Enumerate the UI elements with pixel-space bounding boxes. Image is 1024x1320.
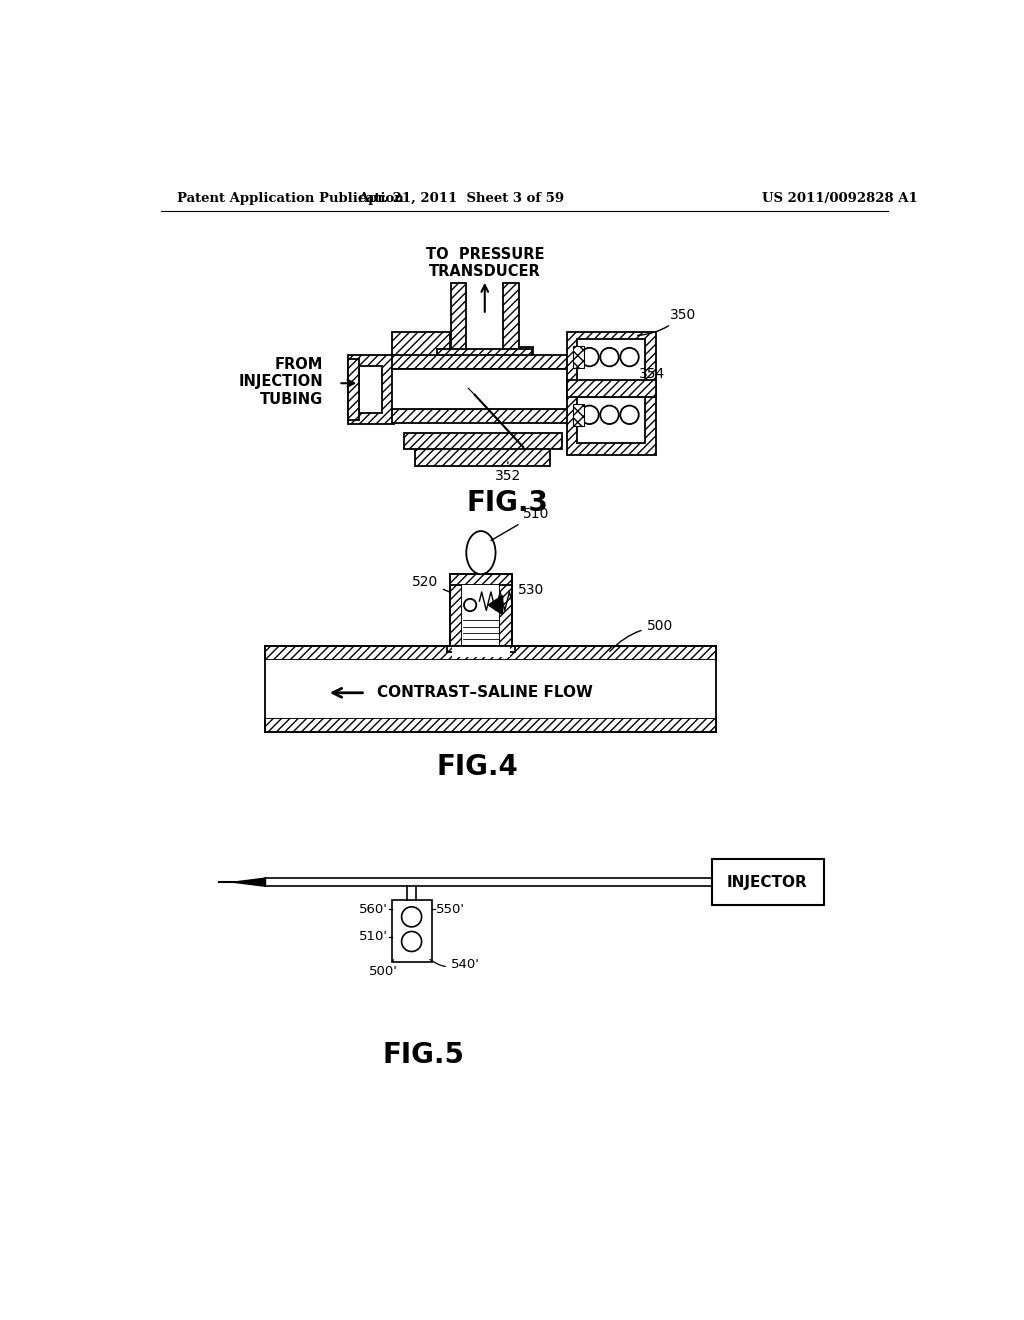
Text: US 2011/0092828 A1: US 2011/0092828 A1 [762, 191, 918, 205]
Circle shape [621, 348, 639, 367]
Bar [265, 718, 716, 733]
Bar [392, 409, 573, 422]
Bar [567, 331, 655, 455]
Bar [712, 859, 823, 906]
Text: TO  PRESSURE
TRANSDUCER: TO PRESSURE TRANSDUCER [426, 247, 544, 280]
Bar [265, 645, 716, 660]
Circle shape [600, 405, 618, 424]
Circle shape [581, 348, 599, 367]
Text: FIG.4: FIG.4 [436, 752, 518, 780]
Bar [463, 585, 500, 645]
Bar [452, 645, 510, 656]
Text: 500': 500' [369, 960, 397, 978]
Text: Apr. 21, 2011  Sheet 3 of 59: Apr. 21, 2011 Sheet 3 of 59 [358, 191, 564, 205]
Bar [403, 433, 562, 449]
Polygon shape [234, 878, 265, 886]
Text: 510: 510 [492, 507, 550, 540]
Bar [437, 350, 531, 368]
Bar [348, 359, 359, 420]
Bar [392, 368, 573, 409]
Bar [573, 404, 584, 425]
Text: INJECTOR: INJECTOR [727, 875, 808, 890]
Text: FROM
INJECTION
TUBING: FROM INJECTION TUBING [239, 358, 323, 407]
Bar [451, 574, 512, 585]
Bar [447, 645, 515, 652]
Text: 520: 520 [412, 574, 451, 593]
Bar [392, 331, 451, 370]
Circle shape [401, 932, 422, 952]
Text: FIG.5: FIG.5 [382, 1041, 464, 1069]
Text: 530: 530 [518, 582, 544, 597]
Text: 350: 350 [638, 308, 696, 335]
Bar [359, 366, 382, 412]
Text: Patent Application Publication: Patent Application Publication [177, 191, 403, 205]
Circle shape [401, 907, 422, 927]
Circle shape [464, 599, 476, 611]
Bar [391, 900, 432, 961]
Text: 354: 354 [639, 367, 665, 381]
Text: CONTRAST–SALINE FLOW: CONTRAST–SALINE FLOW [377, 685, 593, 701]
Bar [567, 380, 655, 397]
Bar [265, 660, 716, 718]
Ellipse shape [466, 531, 496, 574]
Bar [392, 355, 573, 368]
Bar [500, 574, 512, 645]
Bar [578, 339, 645, 381]
Text: 510': 510' [358, 931, 388, 944]
Bar [578, 397, 645, 444]
Bar [451, 574, 512, 645]
Bar [520, 347, 532, 368]
Text: 500: 500 [610, 619, 673, 652]
Bar [503, 284, 518, 352]
Text: 540': 540' [430, 958, 480, 970]
Bar [437, 347, 450, 368]
Circle shape [581, 405, 599, 424]
Bar [416, 447, 550, 466]
Bar [348, 355, 394, 424]
Circle shape [621, 405, 639, 424]
Text: 560': 560' [358, 903, 388, 916]
Bar [451, 284, 466, 352]
Bar [451, 574, 463, 645]
Text: FIG.3: FIG.3 [467, 490, 549, 517]
Bar [573, 346, 584, 368]
Text: 352: 352 [495, 462, 521, 483]
Text: 550': 550' [435, 903, 465, 916]
Circle shape [600, 348, 618, 367]
Bar [392, 370, 435, 393]
Polygon shape [488, 595, 503, 614]
